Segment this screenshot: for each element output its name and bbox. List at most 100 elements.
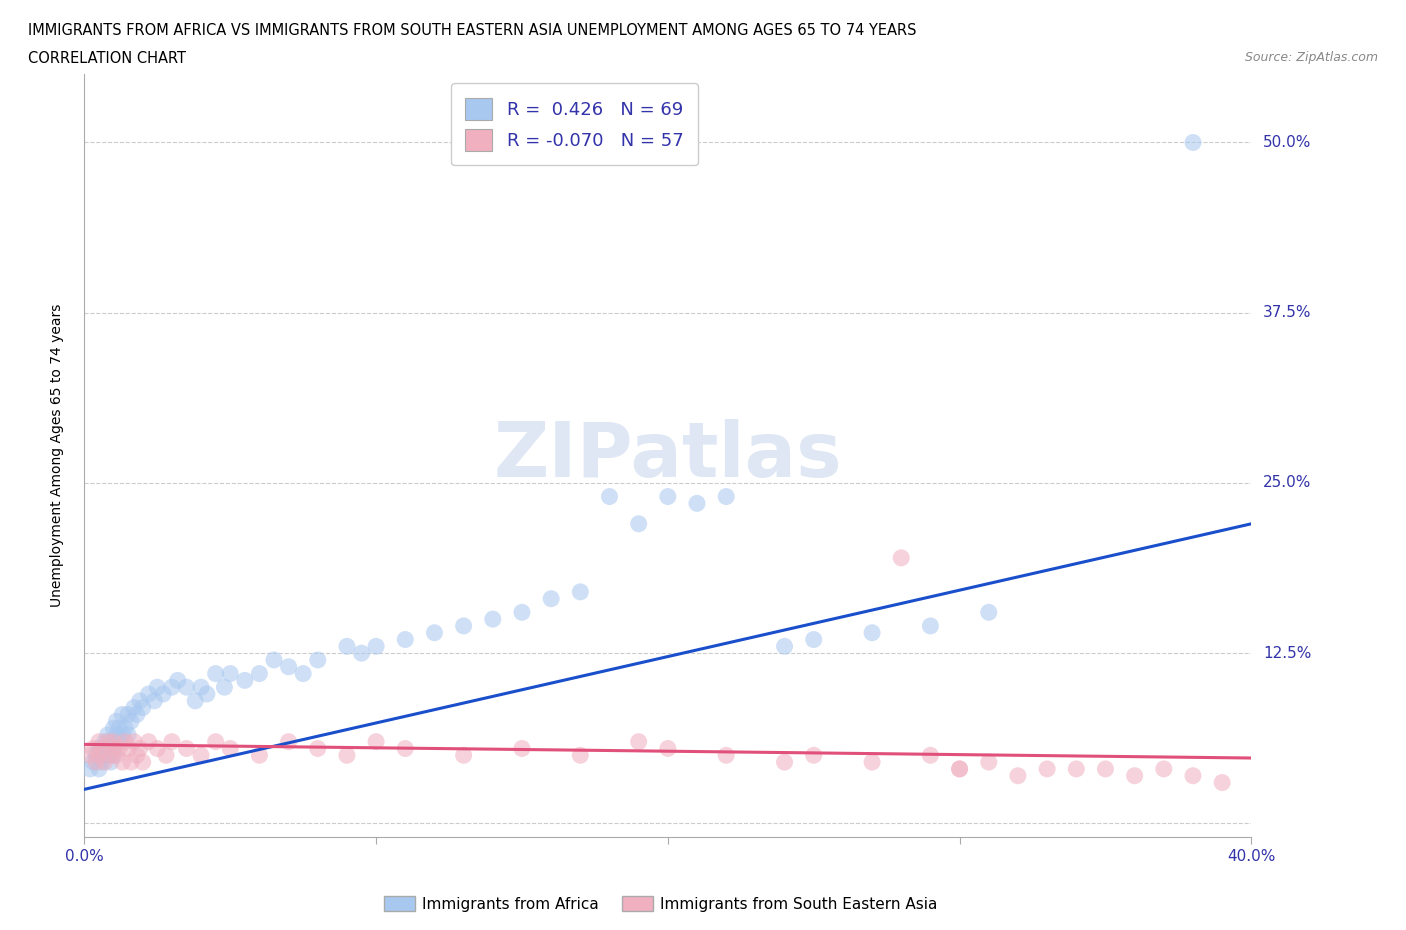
Point: [263, 653, 285, 668]
Point: [714, 489, 737, 504]
Point: [1066, 762, 1088, 777]
Legend: R =  0.426   N = 69, R = -0.070   N = 57: R = 0.426 N = 69, R = -0.070 N = 57: [451, 84, 697, 166]
Point: [219, 741, 242, 756]
Point: [94, 754, 117, 769]
Point: [1153, 762, 1175, 777]
Point: [233, 673, 256, 688]
Point: [366, 735, 388, 750]
Point: [143, 694, 166, 709]
Point: [394, 632, 416, 647]
Point: [657, 489, 679, 504]
Point: [97, 748, 120, 763]
Point: [82, 741, 104, 756]
Point: [100, 735, 122, 750]
Point: [82, 754, 104, 769]
Point: [117, 727, 139, 742]
Text: 12.5%: 12.5%: [1263, 645, 1312, 660]
Point: [128, 694, 150, 709]
Point: [510, 604, 533, 619]
Point: [94, 735, 117, 750]
Point: [87, 741, 110, 756]
Point: [103, 735, 125, 750]
Point: [204, 666, 226, 681]
Point: [336, 639, 359, 654]
Point: [100, 754, 122, 769]
Point: [920, 618, 942, 633]
Point: [114, 721, 136, 736]
Point: [160, 735, 183, 750]
Text: 25.0%: 25.0%: [1263, 475, 1312, 490]
Point: [1181, 768, 1204, 783]
Point: [219, 666, 242, 681]
Point: [97, 735, 120, 750]
Point: [977, 604, 1000, 619]
Point: [84, 754, 107, 769]
Point: [1181, 135, 1204, 150]
Legend: Immigrants from Africa, Immigrants from South Eastern Asia: Immigrants from Africa, Immigrants from …: [378, 889, 943, 918]
Point: [714, 748, 737, 763]
Point: [138, 735, 160, 750]
Point: [540, 591, 562, 606]
Point: [132, 700, 155, 715]
Point: [277, 735, 299, 750]
Point: [152, 686, 174, 701]
Point: [160, 680, 183, 695]
Point: [773, 639, 796, 654]
Point: [105, 714, 128, 729]
Point: [920, 748, 942, 763]
Point: [247, 666, 270, 681]
Point: [105, 748, 128, 763]
Point: [204, 735, 226, 750]
Text: ZIPatlas: ZIPatlas: [494, 418, 842, 493]
Point: [108, 735, 131, 750]
Point: [948, 762, 970, 777]
Point: [190, 748, 212, 763]
Point: [599, 489, 621, 504]
Point: [307, 741, 329, 756]
Point: [176, 741, 198, 756]
Point: [977, 754, 1000, 769]
Point: [1094, 762, 1116, 777]
Point: [948, 762, 970, 777]
Text: IMMIGRANTS FROM AFRICA VS IMMIGRANTS FROM SOUTH EASTERN ASIA UNEMPLOYMENT AMONG : IMMIGRANTS FROM AFRICA VS IMMIGRANTS FRO…: [28, 23, 917, 38]
Point: [122, 735, 145, 750]
Point: [336, 748, 359, 763]
Point: [890, 551, 912, 565]
Point: [125, 748, 148, 763]
Point: [166, 673, 188, 688]
Point: [114, 735, 136, 750]
Point: [510, 741, 533, 756]
Point: [100, 748, 122, 763]
Point: [122, 700, 145, 715]
Point: [132, 754, 155, 769]
Text: 50.0%: 50.0%: [1263, 135, 1312, 150]
Point: [214, 680, 236, 695]
Point: [773, 754, 796, 769]
Point: [146, 680, 169, 695]
Point: [117, 741, 139, 756]
Point: [103, 741, 125, 756]
Point: [103, 748, 125, 763]
Point: [1211, 775, 1233, 790]
Point: [1036, 762, 1059, 777]
Point: [128, 741, 150, 756]
Point: [569, 748, 592, 763]
Point: [860, 625, 883, 640]
Point: [90, 754, 112, 769]
Point: [686, 496, 709, 511]
Text: 37.5%: 37.5%: [1263, 305, 1312, 320]
Point: [94, 748, 117, 763]
Point: [195, 686, 218, 701]
Point: [569, 584, 592, 599]
Point: [103, 741, 125, 756]
Point: [366, 639, 388, 654]
Point: [79, 762, 101, 777]
Point: [87, 748, 110, 763]
Point: [111, 727, 134, 742]
Point: [481, 612, 505, 627]
Point: [117, 707, 139, 722]
Text: Source: ZipAtlas.com: Source: ZipAtlas.com: [1244, 51, 1378, 64]
Point: [627, 735, 650, 750]
Point: [657, 741, 679, 756]
Point: [84, 748, 107, 763]
